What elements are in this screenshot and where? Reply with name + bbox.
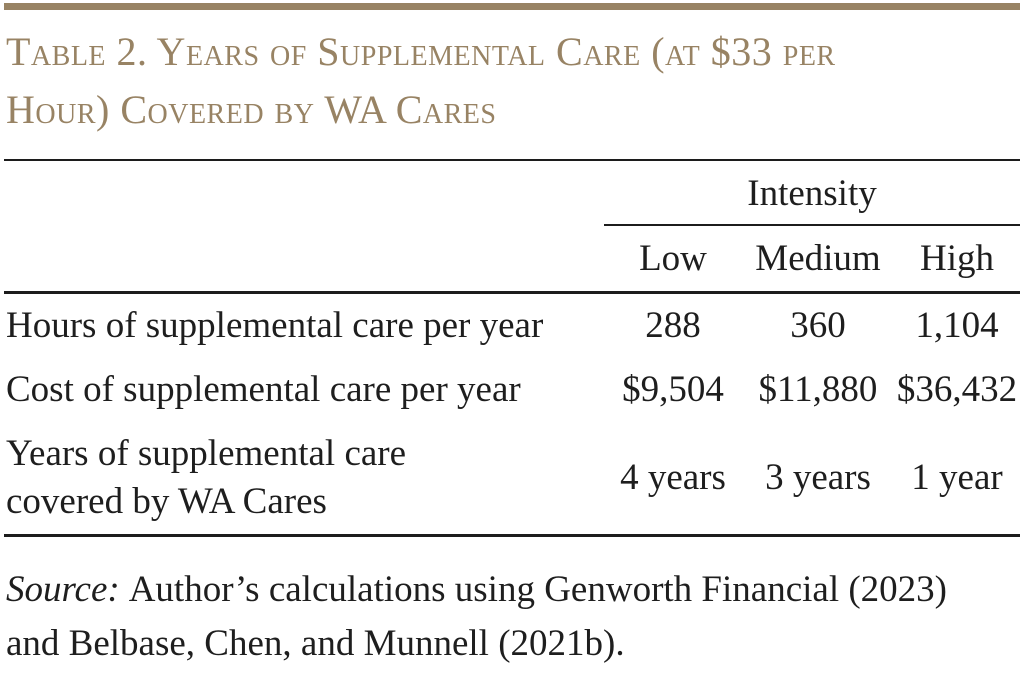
cell-years-medium: 3 years [765, 457, 871, 498]
table-row-hours: Hours of supplemental care per year 288 … [4, 294, 1020, 358]
column-header-low: Low [639, 238, 707, 279]
table-rule-header-bottom [4, 291, 1020, 294]
table-row-years: Years of supplemental care covered by WA… [4, 422, 1020, 534]
cell-cost-low: $9,504 [622, 369, 724, 410]
intensity-header-row: Intensity [4, 161, 1020, 226]
table-title: Table 2. Years of Supplemental Care (at … [6, 23, 1016, 139]
table-rule-bottom [4, 534, 1020, 537]
cell-years-low: 4 years [620, 457, 726, 498]
cell-hours-high: 1,104 [915, 305, 999, 346]
intensity-header: Intensity [604, 161, 1020, 226]
column-header-high: High [920, 238, 994, 279]
cell-hours-low: 288 [645, 305, 701, 346]
data-table: Intensity Low Medium High Hours of suppl… [4, 159, 1020, 537]
page: Table 2. Years of Supplemental Care (at … [0, 3, 1024, 687]
source-text: Author’s calculations using Genworth Fin… [6, 569, 948, 664]
table-row-cost: Cost of supplemental care per year $9,50… [4, 358, 1020, 422]
cell-hours-medium: 360 [790, 305, 846, 346]
row-label-hours: Hours of supplemental care per year [6, 305, 544, 346]
cell-cost-high: $36,432 [896, 369, 1018, 410]
row-label-years-line-2: covered by WA Cares [6, 481, 327, 522]
source-note: Source: Author’s calculations using Genwo… [6, 563, 991, 671]
column-header-row: Low Medium High [4, 226, 1020, 291]
cell-cost-medium: $11,880 [758, 369, 878, 410]
row-label-years: Years of supplemental care covered by WA… [4, 430, 604, 526]
cell-years-high: 1 year [911, 457, 1003, 498]
table-rule-top [4, 159, 1020, 161]
row-label-cost: Cost of supplemental care per year [6, 369, 521, 410]
source-label: Source: [6, 569, 120, 610]
row-label-years-line-1: Years of supplemental care [6, 433, 407, 474]
intensity-header-spacer [4, 161, 604, 226]
column-header-medium: Medium [755, 238, 881, 279]
top-accent-bar [4, 3, 1020, 10]
table-title-line-1: Table 2. Years of Supplemental Care (at … [6, 29, 836, 74]
table-title-line-2: Hour) Covered by WA Cares [6, 87, 497, 132]
